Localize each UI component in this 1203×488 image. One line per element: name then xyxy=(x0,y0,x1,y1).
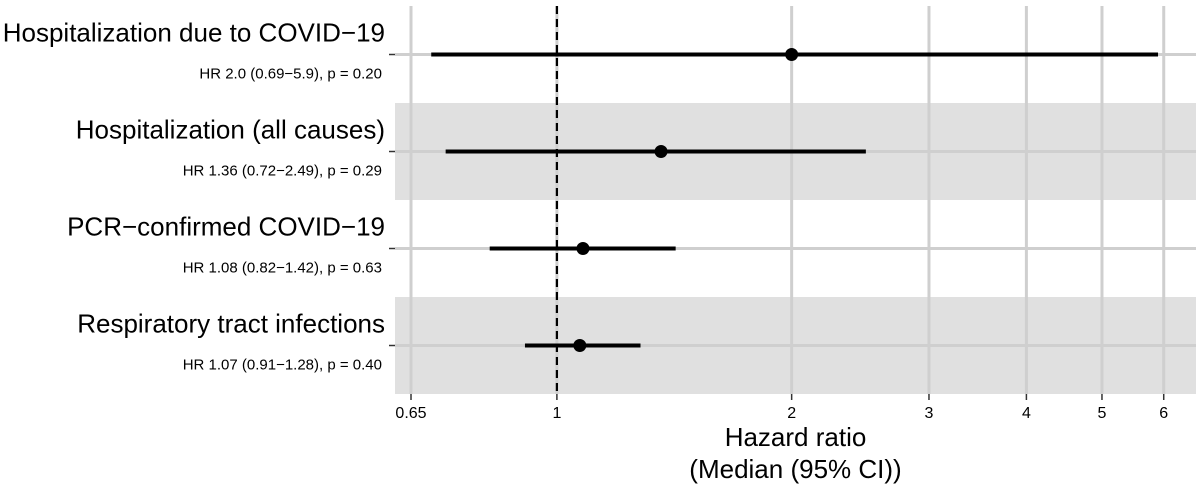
x-tick-label: 3 xyxy=(925,405,934,422)
hr-point xyxy=(576,242,590,255)
point-estimates xyxy=(573,48,799,352)
row-label: PCR−confirmed COVID−19 xyxy=(67,212,385,242)
x-tick-label: 1 xyxy=(552,405,561,422)
x-tick-label: 5 xyxy=(1098,405,1107,422)
x-axis: 0.65 1 2 3 4 5 6 xyxy=(395,394,1168,422)
gridlines xyxy=(409,6,1166,394)
row-labels: Hospitalization due to COVID−19 HR 2.0 (0… xyxy=(3,18,385,374)
row-summary: HR 1.08 (0.82−1.42), p = 0.63 xyxy=(183,260,382,277)
x-tick-label: 0.65 xyxy=(395,405,426,422)
hr-point xyxy=(654,145,668,158)
row-label: Hospitalization due to COVID−19 xyxy=(3,18,385,48)
x-tick-label: 2 xyxy=(787,405,796,422)
hr-point xyxy=(785,48,799,61)
row-summary: HR 2.0 (0.69−5.9), p = 0.20 xyxy=(199,66,382,83)
row-label: Hospitalization (all causes) xyxy=(76,115,385,145)
x-tick-label: 6 xyxy=(1159,405,1168,422)
row-label: Respiratory tract infections xyxy=(77,309,385,339)
x-axis-subtitle: (Median (95% CI)) xyxy=(689,454,901,484)
hr-point xyxy=(573,339,587,352)
row-bands xyxy=(395,6,1196,394)
x-axis-title: Hazard ratio xyxy=(725,422,867,452)
row-summary: HR 1.07 (0.91−1.28), p = 0.40 xyxy=(183,357,382,374)
row-summary: HR 1.36 (0.72−2.49), p = 0.29 xyxy=(183,163,382,180)
x-tick-label: 4 xyxy=(1022,405,1031,422)
